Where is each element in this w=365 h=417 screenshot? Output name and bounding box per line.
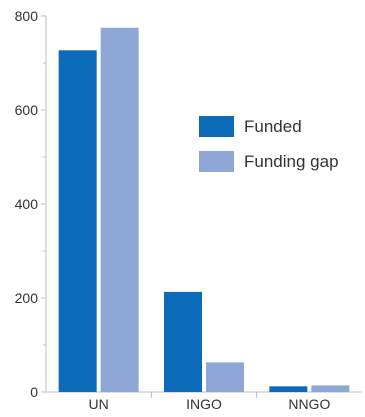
bar-funded-ingo xyxy=(164,291,202,392)
bar-funded-nngo xyxy=(269,386,308,392)
legend: Funded Funding gap xyxy=(199,116,339,172)
y-tick-label: 800 xyxy=(15,8,39,24)
bar-funding-gap-un xyxy=(100,27,139,392)
legend-swatch xyxy=(199,116,234,137)
y-tick-label: 200 xyxy=(15,290,39,306)
y-tick-label: 0 xyxy=(30,384,38,400)
y-tick-label: 400 xyxy=(15,196,39,212)
x-tick-label: NNGO xyxy=(288,396,330,412)
bar-funding-gap-ingo xyxy=(206,362,244,392)
bar-funded-un xyxy=(58,50,97,393)
legend-label: Funding gap xyxy=(244,152,339,171)
legend-label: Funded xyxy=(244,117,302,136)
bar-funding-gap-nngo xyxy=(311,385,350,392)
bars xyxy=(58,27,350,393)
y-axis: 0 200 400 600 800 xyxy=(15,8,47,400)
x-tick-label: UN xyxy=(89,396,109,412)
x-tick-label: INGO xyxy=(186,396,222,412)
y-tick-label: 600 xyxy=(15,102,39,118)
legend-swatch xyxy=(199,151,234,172)
x-axis: UN INGO NNGO xyxy=(46,391,362,412)
